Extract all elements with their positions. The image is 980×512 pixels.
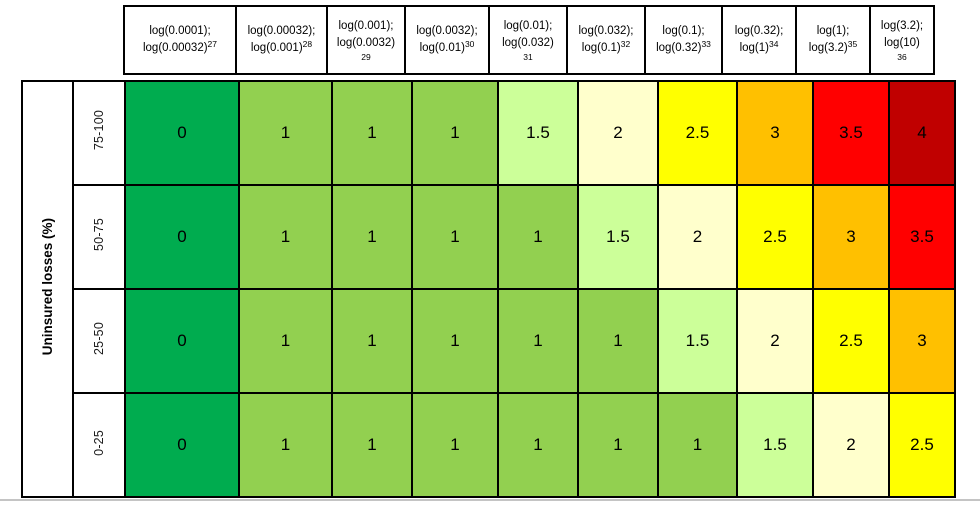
column-header: log(0.001); log(0.0032) 29 — [326, 5, 406, 75]
footnote-ref: 30 — [464, 39, 475, 49]
column-header-line1: log(0.0001); — [149, 25, 211, 37]
y-axis-title-cell: Uninsured losses (%) — [21, 80, 74, 498]
heatmap-cell: 2.5 — [888, 392, 956, 498]
column-header: log(0.00032); log(0.001)28 — [235, 5, 328, 75]
column-header-line2: log(0.032) — [502, 36, 554, 49]
heatmap-cell: 1.5 — [497, 80, 579, 186]
y-axis-label: Uninsured losses (%) — [40, 217, 55, 356]
heatmap-cell: 1 — [411, 288, 499, 394]
heatmap-cell: 2 — [812, 392, 890, 498]
column-header-line1: log(0.32); — [734, 25, 784, 37]
column-header-line1: log(3.2); — [880, 19, 924, 32]
column-header-line2: log(0.32)33 — [656, 39, 711, 54]
column-header: log(1); log(3.2)35 — [795, 5, 871, 75]
column-header-line2: log(3.2)35 — [808, 39, 858, 54]
column-header: log(0.0032); log(0.01)30 — [404, 5, 490, 75]
heatmap-cell: 3.5 — [888, 184, 956, 290]
row-label-cell: 50-75 — [72, 184, 126, 290]
heatmap-cell: 0 — [124, 288, 240, 394]
heatmap-cell: 4 — [888, 80, 956, 186]
heatmap-cell: 2.5 — [812, 288, 890, 394]
heatmap-cell: 3.5 — [812, 80, 890, 186]
heatmap-cell: 1 — [411, 392, 499, 498]
footnote-ref: 29 — [361, 51, 371, 62]
column-header-line2: log(1)34 — [739, 39, 779, 54]
column-header-line1: log(0.01); — [503, 19, 553, 32]
row-label: 0-25 — [92, 429, 106, 456]
column-header-line2: log(0.00032)27 — [142, 39, 218, 54]
row-label-cell: 0-25 — [72, 392, 126, 498]
heatmap-cell: 1.5 — [577, 184, 659, 290]
footnote-ref: 32 — [620, 39, 631, 49]
heatmap-table: Uninsured losses (%) 75-100 0 1 1 1 1.5 2 2.5 3 3.… — [21, 80, 956, 498]
row-label-cell: 25-50 — [72, 288, 126, 394]
heatmap-cell: 3 — [736, 80, 814, 186]
heatmap-cell: 1 — [238, 392, 333, 498]
column-header-line1: log(0.001); — [338, 19, 394, 32]
row-label: 25-50 — [92, 322, 106, 355]
footnote-ref: 35 — [847, 39, 858, 49]
heatmap-cell: 0 — [124, 80, 240, 186]
heatmap-cell: 1 — [331, 80, 413, 186]
heatmap-cell: 2 — [736, 288, 814, 394]
row-label: 50-75 — [92, 218, 106, 251]
column-header-line1: log(0.1); — [662, 25, 705, 37]
column-header: log(0.32); log(1)34 — [721, 5, 797, 75]
footnote-ref: 31 — [523, 51, 533, 62]
column-header-line2: log(10) — [884, 36, 920, 49]
heatmap-cell: 0 — [124, 184, 240, 290]
footnote-ref: 34 — [768, 39, 779, 49]
column-headers: log(0.0001); log(0.00032)27 log(0.00032); l… — [123, 5, 935, 75]
heatmap-cell: 2.5 — [657, 80, 738, 186]
column-header-line2: log(0.01)30 — [419, 39, 475, 54]
column-header: log(0.1); log(0.32)33 — [644, 5, 723, 75]
heatmap-cell: 1 — [411, 184, 499, 290]
heatmap-cell: 1.5 — [736, 392, 814, 498]
column-header: log(0.01); log(0.032) 31 — [488, 5, 568, 75]
row-label: 75-100 — [92, 110, 106, 151]
heatmap-cell: 1 — [331, 392, 413, 498]
footnote-ref: 27 — [207, 39, 218, 49]
heatmap-cell: 1 — [331, 288, 413, 394]
column-header-line1: log(1); — [816, 25, 850, 37]
row-label-cell: 75-100 — [72, 80, 126, 186]
column-header: log(3.2); log(10) 36 — [869, 5, 935, 75]
heatmap-cell: 1 — [577, 288, 659, 394]
bottom-divider — [0, 499, 980, 501]
column-header-line2: log(0.001)28 — [250, 39, 313, 54]
heatmap-cell: 2 — [577, 80, 659, 186]
heatmap-cell: 1 — [331, 184, 413, 290]
heatmap-cell: 1 — [497, 288, 579, 394]
column-header: log(0.0001); log(0.00032)27 — [123, 5, 237, 75]
footnote-ref: 33 — [701, 39, 711, 49]
heatmap-cell: 2 — [657, 184, 738, 290]
column-header-line2: log(0.0032) — [336, 36, 396, 49]
heatmap-cell: 1 — [497, 392, 579, 498]
heatmap-cell: 1 — [411, 80, 499, 186]
heatmap-cell: 1 — [657, 392, 738, 498]
heatmap-cell: 1.5 — [657, 288, 738, 394]
heatmap-cell: 3 — [812, 184, 890, 290]
heatmap-cell: 1 — [238, 80, 333, 186]
column-header-line2: log(0.1)32 — [581, 39, 631, 54]
heatmap-cell: 1 — [238, 184, 333, 290]
column-header-line1: log(0.032); — [578, 25, 634, 37]
column-header-line1: log(0.00032); — [247, 25, 316, 37]
column-header-line1: log(0.0032); — [416, 25, 478, 37]
heatmap-cell: 0 — [124, 392, 240, 498]
heatmap-cell: 1 — [497, 184, 579, 290]
heatmap-cell: 1 — [577, 392, 659, 498]
footnote-ref: 36 — [897, 51, 907, 62]
heatmap-cell: 1 — [238, 288, 333, 394]
footnote-ref: 28 — [302, 39, 313, 49]
heatmap-cell: 3 — [888, 288, 956, 394]
heatmap-cell: 2.5 — [736, 184, 814, 290]
column-header: log(0.032); log(0.1)32 — [566, 5, 646, 75]
